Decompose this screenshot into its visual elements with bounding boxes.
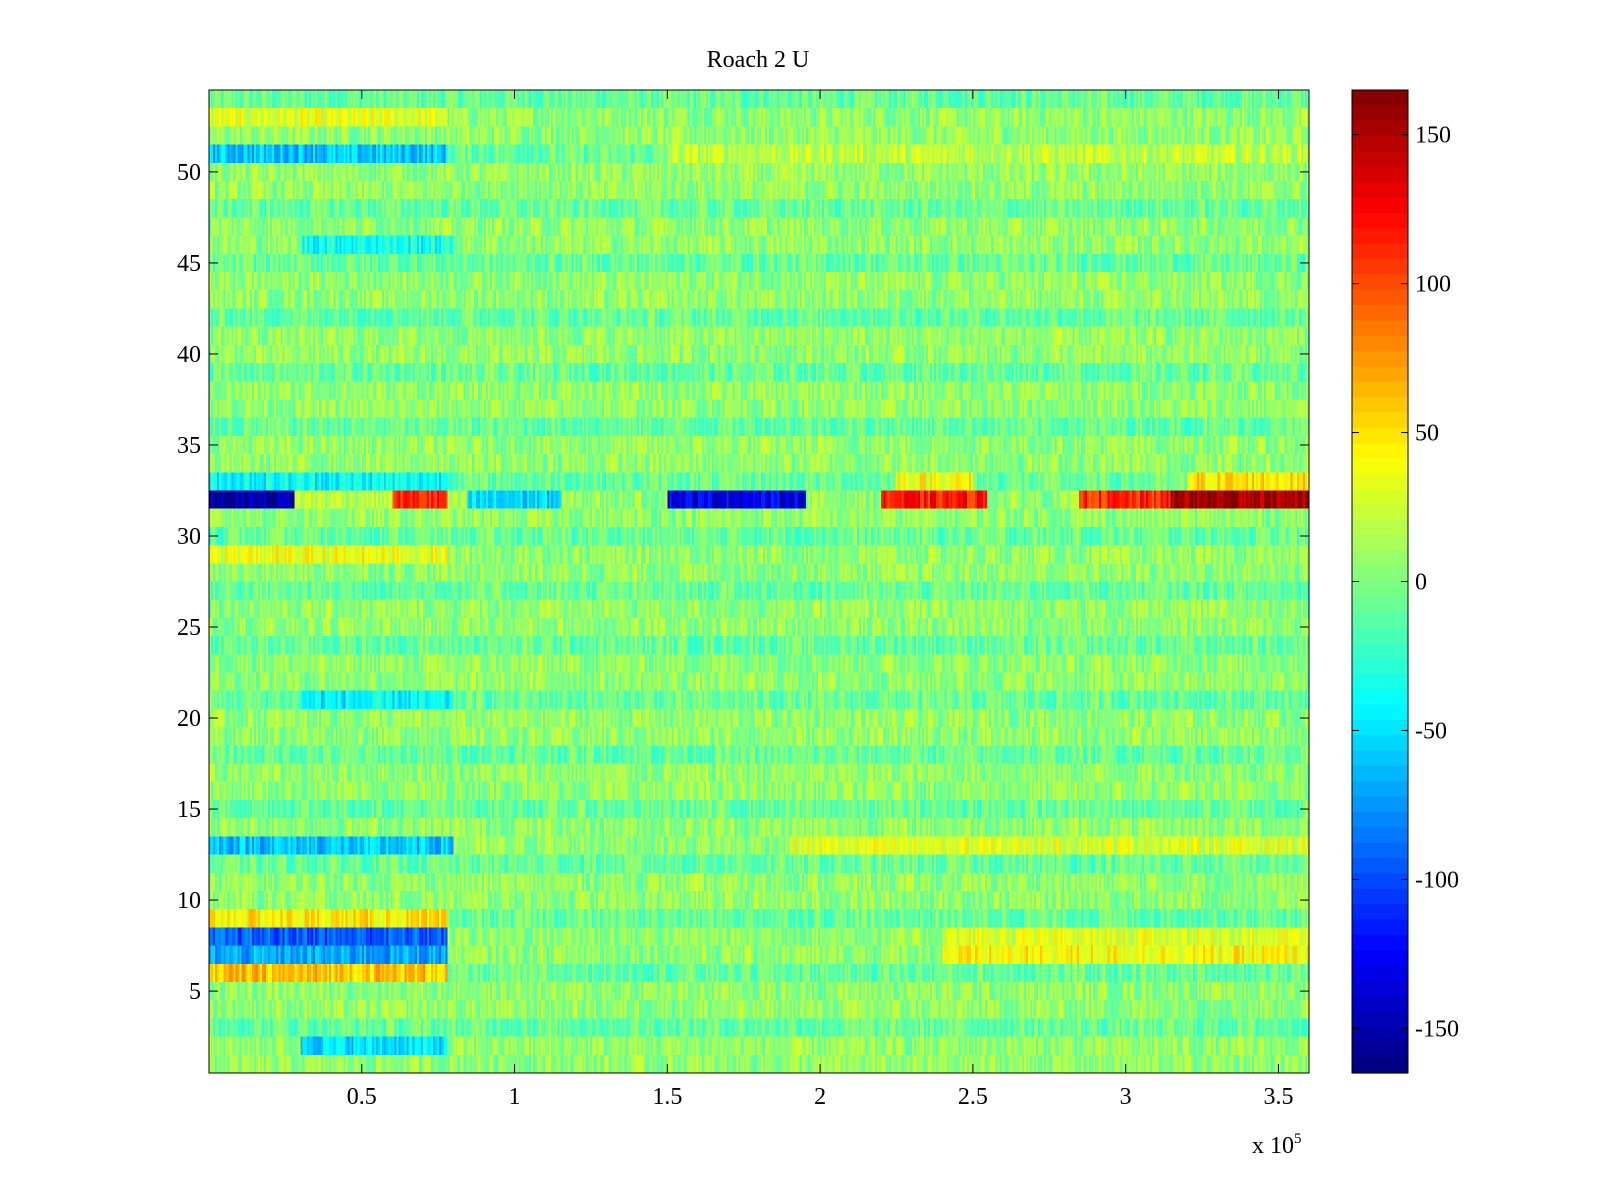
colorbar-band	[1352, 735, 1408, 752]
colorbar-band	[1352, 765, 1408, 782]
colorbar-band	[1352, 381, 1408, 398]
colorbar-band	[1352, 1011, 1408, 1028]
colorbar-band	[1352, 366, 1408, 383]
colorbar-tick-label: 50	[1415, 421, 1439, 447]
colorbar-band	[1352, 689, 1408, 705]
colorbar-band	[1352, 596, 1408, 613]
colorbar-tick-label: 100	[1415, 272, 1451, 298]
colorbar-band	[1352, 90, 1408, 106]
colorbar-band	[1352, 274, 1408, 291]
x-tick-label: 0.5	[347, 1084, 377, 1110]
colorbar-band	[1352, 550, 1408, 567]
x-multiplier-exponent: 5	[1294, 1131, 1302, 1147]
colorbar-tick-label: 150	[1415, 123, 1451, 149]
colorbar-band	[1352, 873, 1408, 890]
y-tick-label: 35	[177, 433, 201, 459]
colorbar-band	[1352, 673, 1408, 690]
colorbar-band	[1352, 412, 1408, 429]
colorbar-band	[1352, 351, 1408, 368]
colorbar-band	[1352, 427, 1408, 444]
colorbar-band	[1352, 842, 1408, 859]
y-tick-label: 45	[177, 251, 201, 277]
colorbar-band	[1352, 535, 1408, 552]
colorbar-band	[1352, 520, 1408, 537]
x-tick-label: 3	[1120, 1084, 1132, 1110]
colorbar-band	[1352, 105, 1408, 122]
y-tick-label: 20	[177, 706, 201, 732]
heatmap-plot-area	[209, 90, 1309, 1073]
colorbar-band	[1352, 151, 1408, 168]
colorbar-band	[1352, 1026, 1408, 1043]
colorbar-band	[1352, 857, 1408, 874]
colorbar-band	[1352, 627, 1408, 644]
colorbar-band	[1352, 473, 1408, 490]
colorbar-band	[1352, 719, 1408, 736]
colorbar-band	[1352, 996, 1408, 1013]
colorbar-band	[1352, 827, 1408, 844]
heatmap-cells	[209, 90, 1309, 1073]
colorbar-band	[1352, 566, 1408, 583]
colorbar-band	[1352, 1042, 1408, 1059]
colorbar-band	[1352, 704, 1408, 721]
x-axis: 0.5 1 1.5 2 2.5 3 3.5	[347, 90, 1293, 1110]
colorbar-band	[1352, 212, 1408, 229]
x-tick-label: 1.5	[652, 1084, 682, 1110]
colorbar-band	[1352, 397, 1408, 414]
colorbar-band	[1352, 320, 1408, 337]
y-tick-label: 40	[177, 342, 201, 368]
x-tick-label: 2.5	[958, 1084, 988, 1110]
colorbar-band	[1352, 197, 1408, 214]
x-tick-label: 2	[814, 1084, 826, 1110]
x-multiplier-label: x 105	[1252, 1131, 1302, 1159]
colorbar-band	[1352, 781, 1408, 798]
colorbar-band	[1352, 443, 1408, 460]
colorbar-band	[1352, 934, 1408, 951]
x-tick-label: 3.5	[1263, 1084, 1293, 1110]
colorbar-tick-label: -50	[1415, 718, 1447, 744]
colorbar-band	[1352, 980, 1408, 997]
colorbar-band	[1352, 243, 1408, 260]
colorbar-band	[1352, 642, 1408, 659]
colorbar-band	[1352, 581, 1408, 598]
colorbar-band	[1352, 489, 1408, 506]
colorbar-tick-label: -150	[1415, 1016, 1459, 1042]
colorbar-band	[1352, 811, 1408, 828]
colorbar-band	[1352, 258, 1408, 275]
x-tick-label: 1	[509, 1084, 521, 1110]
colorbar-band	[1352, 750, 1408, 767]
y-tick-label: 15	[177, 797, 201, 823]
colorbar-band	[1352, 888, 1408, 905]
y-tick-label: 50	[177, 160, 201, 186]
colorbar-tick-label: 0	[1415, 570, 1427, 596]
y-axis: 5 10 15 20 25 30 35 40 45 50	[177, 160, 1309, 1005]
y-tick-label: 30	[177, 524, 201, 550]
y-tick-label: 10	[177, 888, 201, 914]
colorbar-tick-label: -100	[1415, 867, 1459, 893]
y-tick-label: 5	[189, 979, 201, 1005]
chart-title: Roach 2 U	[707, 47, 810, 73]
colorbar-band	[1352, 166, 1408, 183]
colorbar-band	[1352, 965, 1408, 982]
colorbar-band	[1352, 458, 1408, 475]
colorbar-band	[1352, 796, 1408, 813]
y-tick-label: 25	[177, 615, 201, 641]
colorbar-axis: 150 100 50 0 -50 -100 -150	[1352, 123, 1459, 1042]
colorbar-band	[1352, 305, 1408, 321]
colorbar-band	[1352, 658, 1408, 675]
colorbar-band	[1352, 136, 1408, 153]
colorbar-band	[1352, 919, 1408, 936]
colorbar-band	[1352, 504, 1408, 521]
colorbar-band	[1352, 612, 1408, 629]
colorbar-band	[1352, 1057, 1408, 1074]
colorbar-band	[1352, 228, 1408, 245]
colorbar-band	[1352, 289, 1408, 306]
colorbar-band	[1352, 182, 1408, 199]
colorbar-band	[1352, 904, 1408, 921]
colorbar-band	[1352, 950, 1408, 967]
colorbar-band	[1352, 335, 1408, 352]
plot-frame	[208, 89, 1310, 1074]
colorbar	[1352, 90, 1408, 1074]
colorbar-band	[1352, 120, 1408, 137]
